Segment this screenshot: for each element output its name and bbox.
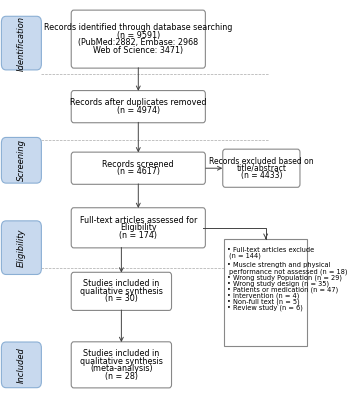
Text: Records after duplicates removed: Records after duplicates removed (70, 98, 207, 108)
Text: Eligibility: Eligibility (120, 223, 157, 232)
Text: (n = 4974): (n = 4974) (117, 106, 160, 115)
Text: Studies included in: Studies included in (83, 349, 160, 358)
FancyBboxPatch shape (71, 152, 205, 184)
Text: • Wrong study design (n = 35): • Wrong study design (n = 35) (227, 280, 330, 287)
Text: (n = 9591): (n = 9591) (117, 31, 160, 40)
Text: • Muscle strength and physical: • Muscle strength and physical (227, 262, 331, 268)
Text: Web of Science: 3471): Web of Science: 3471) (93, 46, 183, 55)
FancyBboxPatch shape (71, 208, 205, 248)
Text: • Non-full text (n = 5): • Non-full text (n = 5) (227, 299, 300, 305)
Text: performance not assessed (n = 18): performance not assessed (n = 18) (229, 268, 348, 275)
Text: (PubMed:2882, Embase: 2968: (PubMed:2882, Embase: 2968 (78, 38, 198, 47)
Text: Records identified through database searching: Records identified through database sear… (44, 23, 232, 32)
FancyBboxPatch shape (1, 221, 41, 274)
Text: Records excluded based on: Records excluded based on (209, 157, 314, 166)
Text: Eligibility: Eligibility (17, 228, 26, 267)
Text: • Intervention (n = 4): • Intervention (n = 4) (227, 293, 300, 299)
FancyBboxPatch shape (71, 272, 171, 310)
FancyBboxPatch shape (223, 149, 300, 187)
Text: Records screened: Records screened (102, 160, 174, 169)
Text: (n = 28): (n = 28) (105, 372, 138, 380)
Text: (n = 174): (n = 174) (119, 231, 157, 240)
FancyBboxPatch shape (1, 16, 41, 70)
FancyBboxPatch shape (1, 342, 41, 388)
Text: • Review study (n = 6): • Review study (n = 6) (227, 305, 303, 311)
FancyBboxPatch shape (71, 90, 205, 123)
Text: Identification: Identification (17, 16, 26, 70)
Text: qualitative synthesis: qualitative synthesis (80, 287, 163, 296)
Text: (n = 144): (n = 144) (229, 253, 261, 260)
Text: title/abstract: title/abstract (236, 164, 286, 173)
FancyBboxPatch shape (1, 138, 41, 183)
FancyBboxPatch shape (71, 342, 171, 388)
FancyBboxPatch shape (71, 10, 205, 68)
Text: Full-text articles assessed for: Full-text articles assessed for (80, 216, 197, 225)
Text: • Patients or medication (n = 47): • Patients or medication (n = 47) (227, 286, 338, 293)
Text: Screening: Screening (17, 139, 26, 181)
Text: • Wrong study Population (n = 29): • Wrong study Population (n = 29) (227, 274, 342, 281)
Text: Studies included in: Studies included in (83, 279, 160, 288)
Text: (n = 4617): (n = 4617) (117, 168, 160, 176)
Text: (n = 30): (n = 30) (105, 294, 138, 303)
Text: Included: Included (17, 347, 26, 383)
Text: qualitative synthesis: qualitative synthesis (80, 357, 163, 366)
Text: • Full-text articles exclude: • Full-text articles exclude (227, 247, 315, 253)
Text: (meta-analysis): (meta-analysis) (90, 364, 153, 373)
Text: (n = 4433): (n = 4433) (241, 171, 282, 180)
FancyBboxPatch shape (225, 238, 307, 346)
